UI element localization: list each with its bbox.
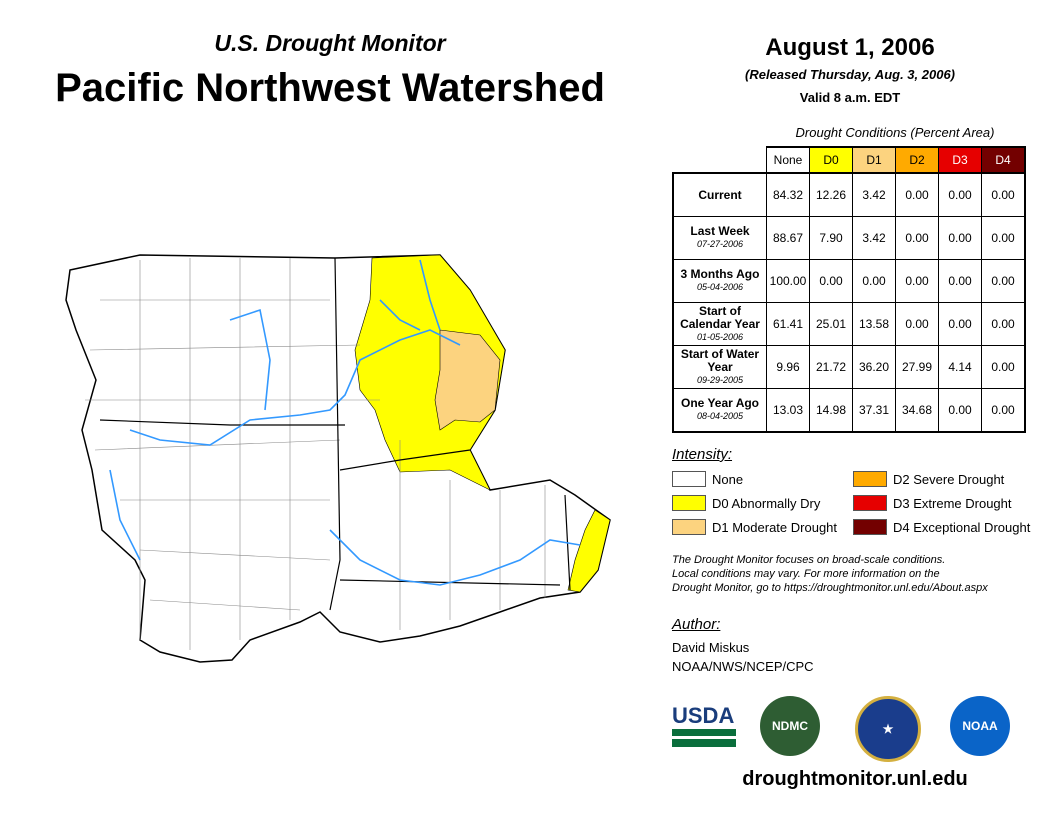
- legend-label: D1 Moderate Drought: [712, 519, 838, 535]
- table-cell: 0.00: [938, 388, 982, 433]
- legend-swatch: [672, 519, 706, 535]
- table-cell: 0.00: [895, 216, 939, 260]
- table-cell: 7.90: [809, 216, 853, 260]
- table-cell: 0.00: [938, 302, 982, 346]
- row-label: Last Week 07-27-2006: [672, 216, 767, 260]
- legend-swatch: [853, 471, 887, 487]
- row-label: Current: [672, 172, 767, 217]
- noaa-logo: NOAA: [950, 696, 1010, 756]
- table-row: Current 84.32 12.26 3.42 0.00 0.00 0.00: [672, 172, 1026, 217]
- table-cell: 0.00: [981, 216, 1026, 260]
- table-cell: 14.98: [809, 388, 853, 433]
- table-cell: 3.42: [852, 216, 896, 260]
- col-d0: D0: [809, 146, 853, 174]
- watershed-borders: [85, 258, 546, 650]
- release-date: (Released Thursday, Aug. 3, 2006): [745, 67, 955, 82]
- table-cell: 37.31: [852, 388, 896, 433]
- legend-item: D0 Abnormally Dry: [672, 495, 820, 511]
- subtitle: U.S. Drought Monitor: [214, 30, 446, 56]
- legend-label: D4 Exceptional Drought: [893, 519, 1031, 535]
- table-cell: 0.00: [981, 172, 1026, 217]
- legend-swatch: [672, 471, 706, 487]
- table-row: Last Week 07-27-2006 88.67 7.90 3.42 0.00 0.00…: [672, 216, 1026, 260]
- legend-item: D3 Extreme Drought: [853, 495, 1012, 511]
- ndmc-logo: NDMC: [760, 696, 820, 756]
- table-cell: 0.00: [981, 345, 1026, 389]
- table-cell: 0.00: [938, 172, 982, 217]
- legend-swatch: [853, 519, 887, 535]
- table-cell: 3.42: [852, 172, 896, 217]
- footer-url[interactable]: droughtmonitor.unl.edu: [742, 768, 968, 790]
- table-cell: 0.00: [938, 216, 982, 260]
- legend-item: D2 Severe Drought: [853, 471, 1004, 487]
- table-cell: 0.00: [938, 259, 982, 303]
- table-cell: 0.00: [981, 388, 1026, 433]
- d1-area: [434, 329, 501, 431]
- table-cell: 21.72: [809, 345, 853, 389]
- table-cell: 13.03: [766, 388, 810, 433]
- legend-title: Intensity:: [672, 446, 733, 463]
- table-cell: 0.00: [981, 259, 1026, 303]
- legend-item: D4 Exceptional Drought: [853, 519, 1030, 535]
- row-label: Start of Water Year 09-29-2005: [672, 345, 767, 389]
- table-caption: Drought Conditions (Percent Area): [795, 125, 995, 140]
- table-row: Start of Calendar Year 01-05-2006 61.41 25.…: [672, 302, 1026, 346]
- page-title: Pacific Northwest Watershed: [55, 66, 605, 110]
- table-cell: 84.32: [766, 172, 810, 217]
- table-row: 3 Months Ago 05-04-2006 100.00 0.00 0.00 0.00…: [672, 259, 1026, 303]
- disclaimer-note: The Drought Monitor focuses on broad-sca…: [672, 554, 988, 594]
- table-cell: 12.26: [809, 172, 853, 217]
- table-row: Start of Water Year 09-29-2005 9.96 21.72 36…: [672, 345, 1026, 389]
- table-row: One Year Ago 08-04-2005 13.03 14.98 37.31 34.…: [672, 388, 1026, 433]
- table-cell: 0.00: [809, 259, 853, 303]
- col-d3: D3: [938, 146, 982, 174]
- legend-label: None: [712, 471, 744, 487]
- map-date: August 1, 2006: [765, 34, 935, 61]
- table-cell: 4.14: [938, 345, 982, 389]
- table-cell: 36.20: [852, 345, 896, 389]
- d0-area-east: [567, 509, 611, 593]
- col-d4: D4: [981, 146, 1026, 174]
- table-cell: 25.01: [809, 302, 853, 346]
- table-cell: 13.58: [852, 302, 896, 346]
- author-title: Author:: [672, 616, 721, 633]
- table-cell: 0.00: [852, 259, 896, 303]
- legend-label: D3 Extreme Drought: [893, 495, 1012, 511]
- drought-conditions-table: None D0 D1 D2 D3 D4 Current 84.32 12.26 3.4…: [672, 146, 1026, 433]
- table-cell: 34.68: [895, 388, 939, 433]
- usda-logo: USDA: [672, 703, 736, 749]
- table-cell: 27.99: [895, 345, 939, 389]
- table-cell: 0.00: [895, 172, 939, 217]
- author-info: David Miskus NOAA/NWS/NCEP/CPC: [672, 640, 814, 674]
- table-cell: 0.00: [895, 259, 939, 303]
- state-borders: [99, 257, 571, 611]
- legend-swatch: [853, 495, 887, 511]
- table-cell: 0.00: [895, 302, 939, 346]
- col-d2: D2: [895, 146, 939, 174]
- rivers: [109, 259, 581, 586]
- table-cell: 9.96: [766, 345, 810, 389]
- table-cell: 61.41: [766, 302, 810, 346]
- table-cell: 88.67: [766, 216, 810, 260]
- legend-label: D2 Severe Drought: [893, 471, 1005, 487]
- d0-area: [354, 254, 506, 491]
- table-cell: 0.00: [981, 302, 1026, 346]
- col-d1: D1: [852, 146, 896, 174]
- col-none: None: [766, 146, 810, 174]
- legend-swatch: [672, 495, 706, 511]
- legend-label: D0 Abnormally Dry: [712, 495, 821, 511]
- row-label: One Year Ago 08-04-2005: [672, 388, 767, 433]
- row-label: Start of Calendar Year 01-05-2006: [672, 302, 767, 346]
- legend-item: D1 Moderate Drought: [672, 519, 837, 535]
- legend-item: None: [672, 471, 743, 487]
- commerce-seal-icon: ★: [855, 696, 921, 762]
- row-label: 3 Months Ago 05-04-2006: [672, 259, 767, 303]
- table-cell: 100.00: [766, 259, 810, 303]
- valid-time: Valid 8 a.m. EDT: [799, 90, 901, 105]
- drought-map: [65, 254, 611, 663]
